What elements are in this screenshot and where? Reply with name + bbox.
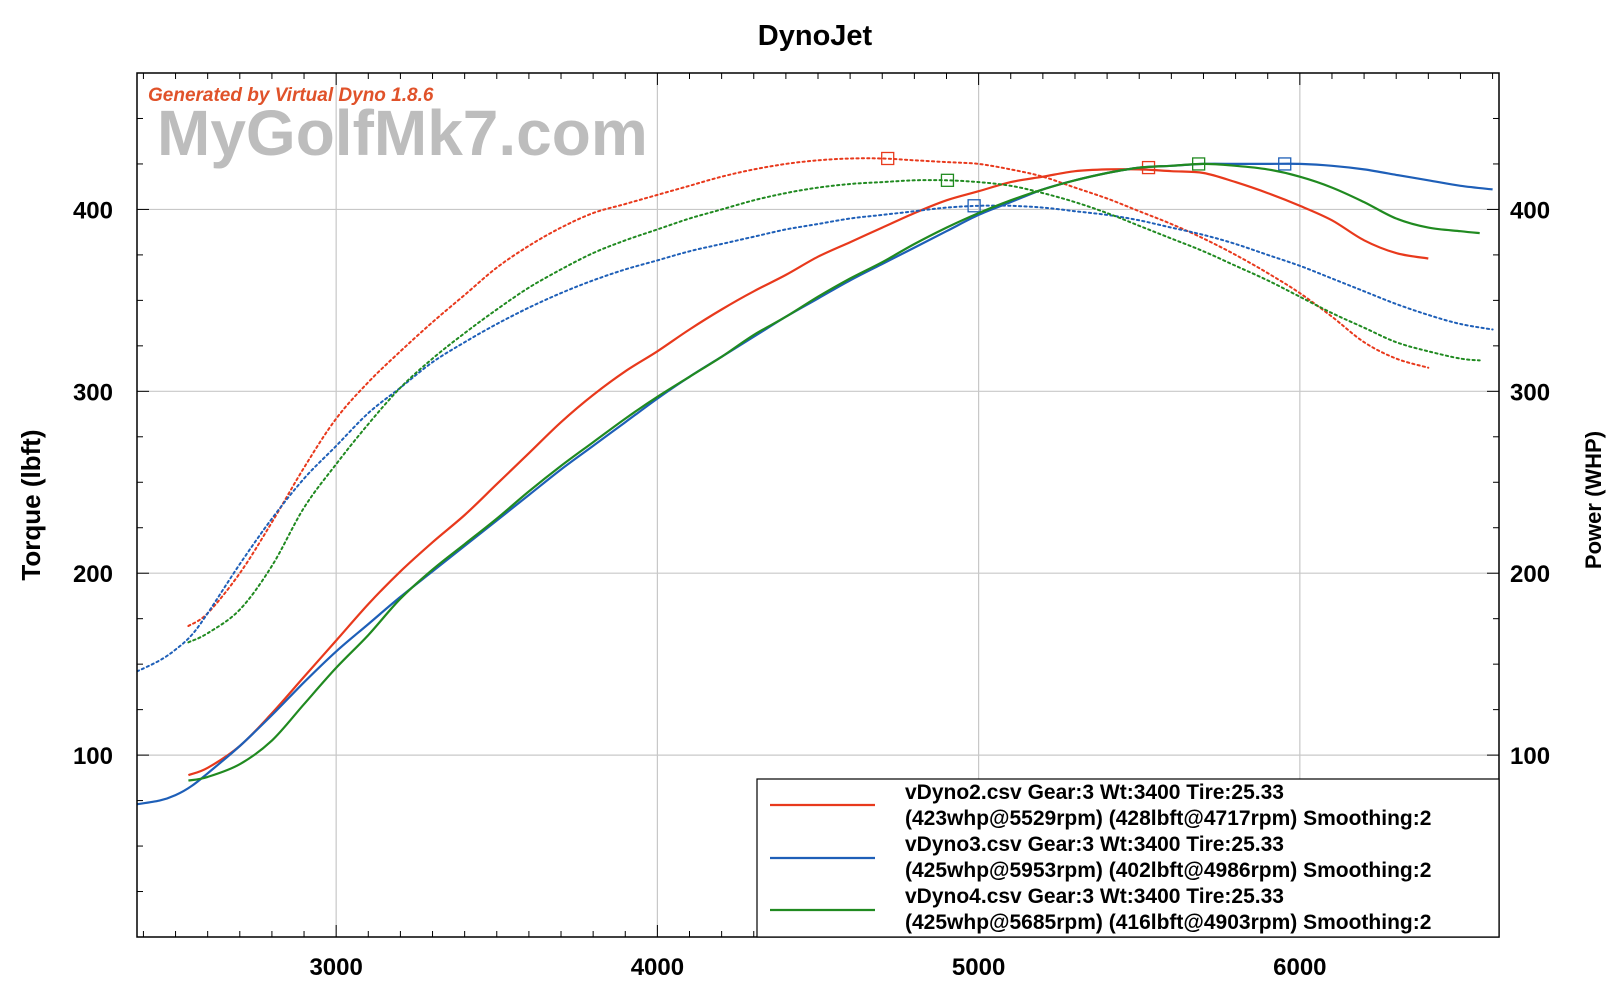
- legend-entry-2-line-1: vDyno3.csv Gear:3 Wt:3400 Tire:25.33: [905, 833, 1284, 856]
- grid-lines: [137, 73, 1499, 937]
- y-tick-label-right: 100: [1510, 743, 1550, 770]
- torque-line-vdyno3: [137, 204, 1494, 673]
- series-layer: [137, 151, 1494, 806]
- y-tick-label-right: 200: [1510, 561, 1550, 588]
- peak-marker-vdyno4: [940, 173, 955, 187]
- y-tick-label-left: 100: [73, 743, 113, 770]
- peak-marker-vdyno4: [1192, 157, 1206, 171]
- legend-entry-3-line-1: vDyno4.csv Gear:3 Wt:3400 Tire:25.33: [905, 885, 1284, 908]
- y-tick-label-right: 400: [1510, 197, 1550, 224]
- legend-box: [756, 778, 1500, 938]
- generator-text: Generated by Virtual Dyno 1.8.6: [148, 85, 434, 106]
- y-axis-right-title: Power (WHP): [1581, 431, 1606, 569]
- chart-title: DynoJet: [758, 20, 873, 52]
- tick-labels: 3000 4000 5000 6000 100 100 200 200 300 300 400 400: [73, 197, 1550, 981]
- y-tick-label-right: 300: [1510, 379, 1550, 406]
- torque-line-vdyno4: [187, 179, 1481, 644]
- watermark-text: MyGolfMk7.com: [157, 97, 648, 169]
- y-tick-label-left: 400: [73, 197, 113, 224]
- x-tick-label: 5000: [952, 954, 1005, 981]
- legend-entry-2-line-2: (425whp@5953rpm) (402lbft@4986rpm) Smoot…: [905, 859, 1431, 882]
- torque-line-vdyno2: [187, 157, 1430, 627]
- x-tick-label: 6000: [1273, 954, 1326, 981]
- peak-marker-vdyno2: [881, 151, 895, 166]
- watermark-group: MyGolfMk7.com Generated by Virtual Dyno …: [148, 85, 648, 169]
- y-tick-label-left: 300: [73, 379, 113, 406]
- legend: vDyno2.csv Gear:3 Wt:3400 Tire:25.33 (42…: [756, 778, 1500, 938]
- peak-marker-vdyno3: [967, 199, 981, 213]
- y-tick-label-left: 200: [73, 561, 113, 588]
- legend-entry-3-line-2: (425whp@5685rpm) (416lbft@4903rpm) Smoot…: [905, 911, 1431, 934]
- x-tick-label: 4000: [631, 954, 684, 981]
- peak-marker-vdyno3: [1278, 157, 1292, 171]
- power-line-vdyno2: [188, 168, 1429, 777]
- legend-entry-1-line-1: vDyno2.csv Gear:3 Wt:3400 Tire:25.33: [905, 781, 1284, 804]
- y-axis-left-title: Torque (lbft): [16, 429, 46, 580]
- x-tick-label: 3000: [309, 954, 362, 981]
- power-line-vdyno4: [188, 162, 1480, 782]
- series-clip-group: [137, 151, 1494, 806]
- legend-entry-1-line-2: (423whp@5529rpm) (428lbft@4717rpm) Smoot…: [905, 807, 1431, 830]
